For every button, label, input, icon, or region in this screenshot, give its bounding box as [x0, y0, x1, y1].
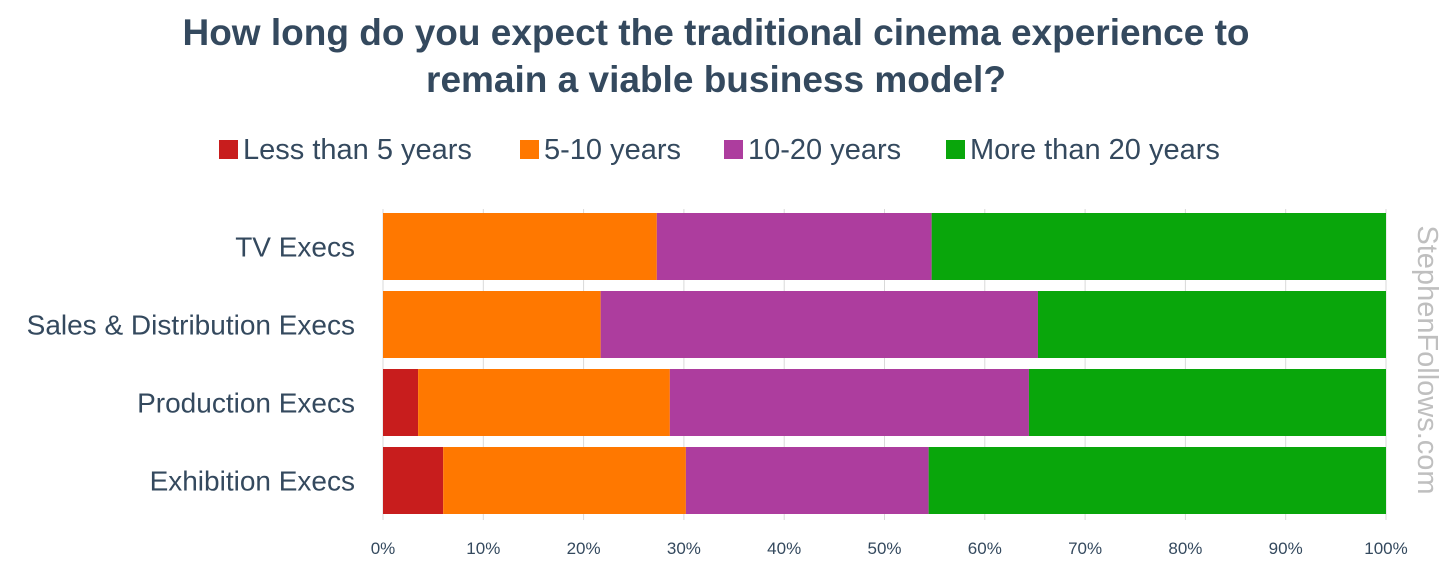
legend-swatch [946, 140, 965, 159]
chart-title: How long do you expect the traditional c… [182, 12, 1249, 100]
bar-segment [443, 447, 686, 514]
category-label: TV Execs [235, 232, 355, 263]
category-label: Exhibition Execs [150, 466, 355, 497]
bar-segment [383, 291, 601, 358]
legend-item: More than 20 years [946, 134, 1220, 166]
x-axis-ticks: 0% 10% 20% 30% 40% 50% 60% 70% 80% 90% 100% [371, 539, 1408, 558]
category-label: Sales & Distribution Execs [27, 310, 355, 341]
x-tick-label: 70% [1068, 539, 1102, 558]
x-tick-label: 100% [1364, 539, 1407, 558]
legend-label: Less than 5 years [243, 134, 472, 166]
legend-item: Less than 5 years [219, 134, 472, 166]
legend-label: 5-10 years [544, 134, 681, 166]
legend-swatch [520, 140, 539, 159]
chart-legend: Less than 5 years 5-10 years 10-20 years Mo… [219, 134, 1220, 166]
legend-label: 10-20 years [748, 134, 901, 166]
legend-label: More than 20 years [970, 134, 1220, 166]
bar-segment [656, 213, 932, 280]
bar-segment [383, 213, 657, 280]
bar-segment [685, 447, 929, 514]
bars [383, 213, 1386, 514]
x-tick-label: 60% [968, 539, 1002, 558]
chart-title-line: How long do you expect the traditional c… [182, 12, 1249, 53]
x-tick-label: 50% [867, 539, 901, 558]
category-label: Production Execs [137, 388, 355, 419]
x-tick-label: 30% [667, 539, 701, 558]
legend-swatch [724, 140, 743, 159]
category-labels: TV Execs Sales & Distribution Execs Produc… [27, 232, 355, 497]
legend-item: 10-20 years [724, 134, 901, 166]
bar-segment [1028, 369, 1386, 436]
bar-segment [1037, 291, 1386, 358]
legend-item: 5-10 years [520, 134, 681, 166]
bar-segment [928, 447, 1386, 514]
x-tick-label: 20% [567, 539, 601, 558]
bar-segment [383, 447, 444, 514]
chart-title-line: remain a viable business model? [426, 59, 1006, 100]
legend-swatch [219, 140, 238, 159]
x-tick-label: 40% [767, 539, 801, 558]
bar-segment [931, 213, 1386, 280]
x-tick-label: 80% [1168, 539, 1202, 558]
x-tick-label: 90% [1269, 539, 1303, 558]
bar-segment [418, 369, 670, 436]
bar-segment [383, 369, 419, 436]
bar-segment [669, 369, 1029, 436]
bar-segment [600, 291, 1038, 358]
x-tick-label: 0% [371, 539, 396, 558]
watermark: StephenFollows.com [1411, 225, 1443, 494]
x-tick-label: 10% [466, 539, 500, 558]
